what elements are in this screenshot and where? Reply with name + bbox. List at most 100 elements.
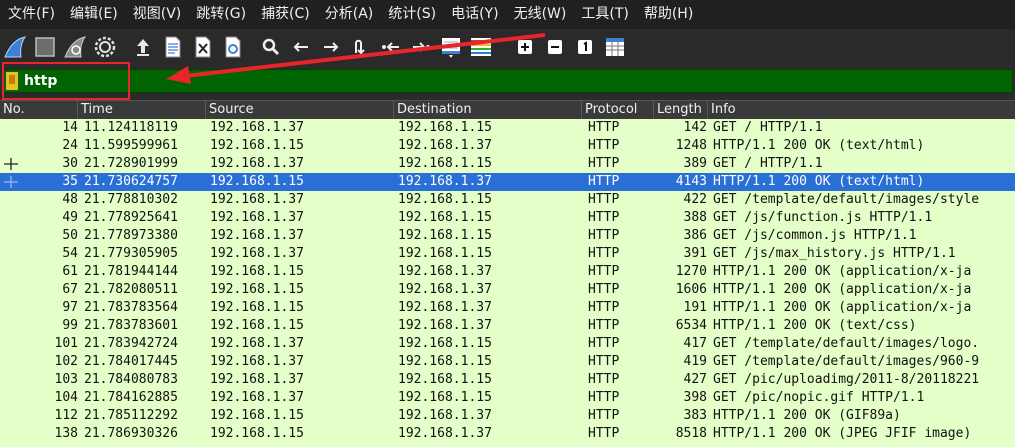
file-button[interactable] <box>158 32 188 62</box>
table-row[interactable]: 49 21.778925641 192.168.1.37 192.168.1.15 HT… <box>0 209 1015 227</box>
packet-time: 11.124118119 <box>84 120 178 135</box>
table-row[interactable]: 50 21.778973380 192.168.1.37 192.168.1.15 HT… <box>0 227 1015 245</box>
packet-source: 192.168.1.37 <box>210 120 304 135</box>
packet-info: GET / HTTP/1.1 <box>713 156 823 171</box>
packet-info: HTTP/1.1 200 OK (application/x-ja <box>713 300 972 315</box>
resize-columns-button[interactable] <box>600 32 630 62</box>
packet-time: 21.783783564 <box>84 300 178 315</box>
packet-source: 192.168.1.37 <box>210 372 304 387</box>
menu-go[interactable]: 跳转(G) <box>196 6 247 22</box>
find-packet-button[interactable] <box>256 32 286 62</box>
packet-source: 192.168.1.37 <box>210 156 304 171</box>
last-packet-button[interactable] <box>406 32 436 62</box>
table-row[interactable]: 103 21.784080783 192.168.1.37 192.168.1.15 H… <box>0 371 1015 389</box>
packet-info: GET /js/function.js HTTP/1.1 <box>713 210 933 225</box>
packet-no: 35 <box>62 174 78 189</box>
gear-options-icon <box>94 36 116 57</box>
menu-wireless[interactable]: 无线(W) <box>513 6 567 22</box>
packet-protocol: HTTP <box>588 264 620 279</box>
packet-length: 6534 <box>675 318 707 333</box>
column-time[interactable]: Time <box>78 101 206 120</box>
packet-source: 192.168.1.15 <box>210 300 304 315</box>
display-filter-bar <box>0 64 1015 98</box>
table-row[interactable]: 35 21.730624757 192.168.1.15 192.168.1.37 HT… <box>0 173 1015 191</box>
menu-edit[interactable]: 编辑(E) <box>69 6 118 22</box>
packet-time: 21.785112292 <box>84 408 178 423</box>
table-row[interactable]: 99 21.783783601 192.168.1.15 192.168.1.37 HT… <box>0 317 1015 335</box>
packet-length: 142 <box>683 120 707 135</box>
main-toolbar <box>0 29 1015 64</box>
table-row[interactable]: 54 21.779305905 192.168.1.37 192.168.1.15 HT… <box>0 245 1015 263</box>
packet-time: 21.778973380 <box>84 228 178 243</box>
table-row[interactable]: 14 11.124118119 192.168.1.37 192.168.1.15 HT… <box>0 119 1015 137</box>
packet-time: 21.784080783 <box>84 372 178 387</box>
packet-info: GET /template/default/images/960-9 <box>713 354 980 369</box>
menu-telephony[interactable]: 电话(Y) <box>451 6 499 22</box>
capture-options-button[interactable] <box>90 32 120 62</box>
column-destination[interactable]: Destination <box>394 101 582 120</box>
first-packet-button[interactable] <box>376 32 406 62</box>
table-row[interactable]: 101 21.783942724 192.168.1.37 192.168.1.15 H… <box>0 335 1015 353</box>
table-row[interactable]: 24 11.599599961 192.168.1.15 192.168.1.37 HT… <box>0 137 1015 155</box>
packet-source: 192.168.1.37 <box>210 228 304 243</box>
go-back-button[interactable] <box>286 32 316 62</box>
table-row[interactable]: 112 21.785112292 192.168.1.15 192.168.1.37 H… <box>0 407 1015 425</box>
colorize-button[interactable] <box>466 32 496 62</box>
packet-time: 21.781944144 <box>84 264 178 279</box>
packet-no: 102 <box>54 354 78 369</box>
packet-source: 192.168.1.15 <box>210 264 304 279</box>
packet-length: 1248 <box>675 138 707 153</box>
packet-info: HTTP/1.1 200 OK (application/x-ja <box>713 282 972 297</box>
table-row[interactable]: 102 21.784017445 192.168.1.37 192.168.1.15 H… <box>0 353 1015 371</box>
column-protocol[interactable]: Protocol <box>582 101 654 120</box>
restart-capture-button[interactable] <box>60 32 90 62</box>
autoscroll-button[interactable] <box>436 32 466 62</box>
packet-list: 14 11.124118119 192.168.1.37 192.168.1.15 HT… <box>0 119 1015 447</box>
menu-analyze[interactable]: 分析(A) <box>324 6 374 22</box>
packet-no: 48 <box>62 192 78 207</box>
stop-capture-button[interactable] <box>30 32 60 62</box>
packet-length: 1270 <box>675 264 707 279</box>
table-row[interactable]: 48 21.778810302 192.168.1.37 192.168.1.15 HT… <box>0 191 1015 209</box>
column-source[interactable]: Source <box>206 101 394 120</box>
packet-time: 21.784017445 <box>84 354 178 369</box>
menu-tools[interactable]: 工具(T) <box>581 6 629 22</box>
zoom-out-button[interactable] <box>540 32 570 62</box>
table-row[interactable]: 104 21.784162885 192.168.1.37 192.168.1.15 H… <box>0 389 1015 407</box>
packet-length: 422 <box>683 192 707 207</box>
menu-capture[interactable]: 捕获(C) <box>261 6 310 22</box>
display-filter-input[interactable] <box>24 71 924 91</box>
table-row[interactable]: 61 21.781944144 192.168.1.15 192.168.1.37 HT… <box>0 263 1015 281</box>
close-file-button[interactable] <box>188 32 218 62</box>
menu-help[interactable]: 帮助(H) <box>643 6 694 22</box>
open-file-button[interactable] <box>128 32 158 62</box>
bookmark-icon[interactable] <box>6 72 18 90</box>
table-row[interactable]: 97 21.783783564 192.168.1.15 192.168.1.37 HT… <box>0 299 1015 317</box>
menu-file[interactable]: 文件(F) <box>8 6 55 22</box>
packet-length: 398 <box>683 390 707 405</box>
column-info[interactable]: Info <box>711 102 736 117</box>
column-no[interactable]: No. <box>0 101 78 120</box>
packet-info: HTTP/1.1 200 OK (application/x-ja <box>713 264 972 279</box>
normal-size-button[interactable] <box>570 32 600 62</box>
shark-fin-start-icon <box>4 35 27 57</box>
menu-view[interactable]: 视图(V) <box>132 6 182 22</box>
packet-protocol: HTTP <box>588 354 620 369</box>
table-row[interactable]: 138 21.786930326 192.168.1.15 192.168.1.37 H… <box>0 425 1015 443</box>
packet-time: 21.728901999 <box>84 156 178 171</box>
go-to-packet-button[interactable] <box>346 32 376 62</box>
reload-file-button[interactable] <box>218 32 248 62</box>
menu-statistics[interactable]: 统计(S) <box>388 6 437 22</box>
arrow-left-icon <box>293 41 308 52</box>
table-row[interactable]: 67 21.782080511 192.168.1.15 192.168.1.37 HT… <box>0 281 1015 299</box>
start-capture-button[interactable] <box>0 32 30 62</box>
table-row[interactable]: 30 21.728901999 192.168.1.37 192.168.1.15 HT… <box>0 155 1015 173</box>
packet-protocol: HTTP <box>588 156 620 171</box>
packet-protocol: HTTP <box>588 282 620 297</box>
column-length[interactable]: Length <box>654 101 708 120</box>
reload-file-icon <box>225 36 241 57</box>
zoom-out-icon <box>548 39 562 54</box>
packet-protocol: HTTP <box>588 300 620 315</box>
zoom-in-button[interactable] <box>510 32 540 62</box>
go-forward-button[interactable] <box>316 32 346 62</box>
